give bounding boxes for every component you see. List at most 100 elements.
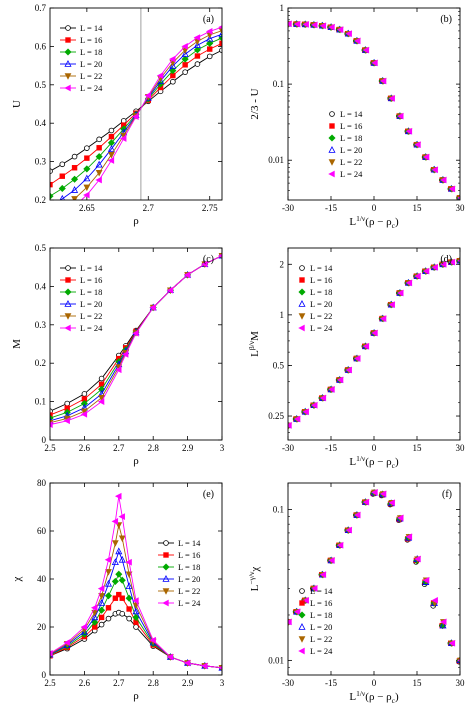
data-point <box>95 170 103 177</box>
data-point <box>218 27 222 35</box>
legend-marker <box>65 277 71 283</box>
data-point <box>98 593 105 600</box>
data-point <box>181 55 189 63</box>
plot-frame <box>287 7 461 201</box>
data-point <box>91 618 99 626</box>
panel-tag: (c) <box>203 254 214 265</box>
data-point <box>345 366 352 374</box>
legend-marker <box>328 159 336 166</box>
x-tick-label: 2.7 <box>113 678 125 688</box>
data-point <box>119 135 127 142</box>
y-tick-label: 0.3 <box>35 320 47 330</box>
data-point <box>166 286 174 294</box>
data-point <box>98 621 105 628</box>
x-tick-label: 15 <box>413 203 423 213</box>
data-point <box>115 366 122 374</box>
data-point <box>96 136 102 143</box>
data-point <box>105 605 112 611</box>
x-tick-label: 2.7 <box>113 443 125 453</box>
y-tick-label: 40 <box>37 574 47 584</box>
legend-label: L = 22 <box>310 311 332 321</box>
data-point <box>58 184 66 193</box>
data-point <box>108 133 115 140</box>
data-point <box>431 263 438 271</box>
data-point <box>111 518 119 525</box>
data-point <box>112 595 119 601</box>
y-tick-label: 0.1 <box>273 79 284 89</box>
data-point <box>457 658 460 662</box>
data-point <box>80 410 88 418</box>
y-tick-label: 0.4 <box>35 281 47 291</box>
panel-tag: (b) <box>440 14 452 25</box>
x-axis-label: ρ <box>133 690 139 702</box>
data-point <box>84 155 90 161</box>
y-axis-label: L−γ/νχ <box>247 567 261 592</box>
x-tick-label: -30 <box>282 203 294 213</box>
data-point <box>118 576 126 584</box>
data-point <box>132 613 140 621</box>
data-point <box>144 92 151 99</box>
x-tick-label: -15 <box>325 203 337 213</box>
y-tick-label: 0.5 <box>273 360 285 370</box>
data-point <box>118 513 125 520</box>
series-L18 <box>50 252 222 422</box>
legend-marker <box>298 636 306 643</box>
data-point <box>379 77 387 85</box>
plot-area <box>288 488 460 665</box>
data-point <box>181 43 188 50</box>
data-point <box>50 412 53 418</box>
y-tick-label: 0.5 <box>35 80 47 90</box>
data-point <box>219 47 222 54</box>
data-point <box>96 145 102 151</box>
data-point <box>362 46 370 54</box>
data-point <box>354 37 361 45</box>
data-point <box>126 615 132 622</box>
data-point <box>115 570 123 578</box>
legend-label: L = 18 <box>178 562 200 572</box>
y-tick-label: 0 <box>42 435 47 445</box>
legend-label: L = 22 <box>310 634 332 644</box>
data-point <box>194 53 201 59</box>
data-point <box>132 113 139 121</box>
legend-label: L = 18 <box>310 287 332 297</box>
series-L24 <box>80 25 222 200</box>
data-point <box>201 260 208 268</box>
data-point <box>80 399 88 408</box>
data-point <box>414 272 421 280</box>
x-tick-label: 2.75 <box>202 203 218 213</box>
data-point <box>81 391 88 397</box>
legend-marker <box>298 324 305 332</box>
data-point <box>125 558 132 566</box>
data-point <box>288 618 292 626</box>
legend-label: L = 24 <box>80 83 103 93</box>
data-point <box>83 191 90 199</box>
legend-label: L = 20 <box>80 59 102 69</box>
data-point <box>193 46 201 54</box>
data-point <box>95 153 103 161</box>
data-point <box>107 157 115 164</box>
data-point <box>80 627 88 635</box>
data-point <box>132 607 140 615</box>
legend: L = 14 L = 16 L = 18 L = 20 L = 22 L = 24 <box>328 109 363 179</box>
data-point <box>219 40 222 47</box>
data-point <box>207 46 213 52</box>
x-axis-label: L1/ν(ρ − ρc) <box>349 214 399 230</box>
legend-label: L = 14 <box>80 23 103 33</box>
data-point <box>440 176 447 184</box>
x-tick-label: 2.9 <box>182 443 194 453</box>
legend-marker <box>64 84 71 92</box>
data-point <box>71 165 78 171</box>
legend-marker <box>328 146 336 153</box>
data-point <box>288 20 292 28</box>
legend-marker <box>329 123 335 129</box>
data-point <box>457 259 460 263</box>
data-point <box>95 176 102 184</box>
series-L16 <box>288 21 460 200</box>
data-point <box>47 211 53 217</box>
legend: L = 14 L = 16 L = 18 L = 20 L = 22 L = 24 <box>60 263 103 333</box>
data-point <box>125 594 133 602</box>
data-point <box>206 39 214 47</box>
data-point <box>181 50 189 57</box>
data-point <box>166 653 174 661</box>
